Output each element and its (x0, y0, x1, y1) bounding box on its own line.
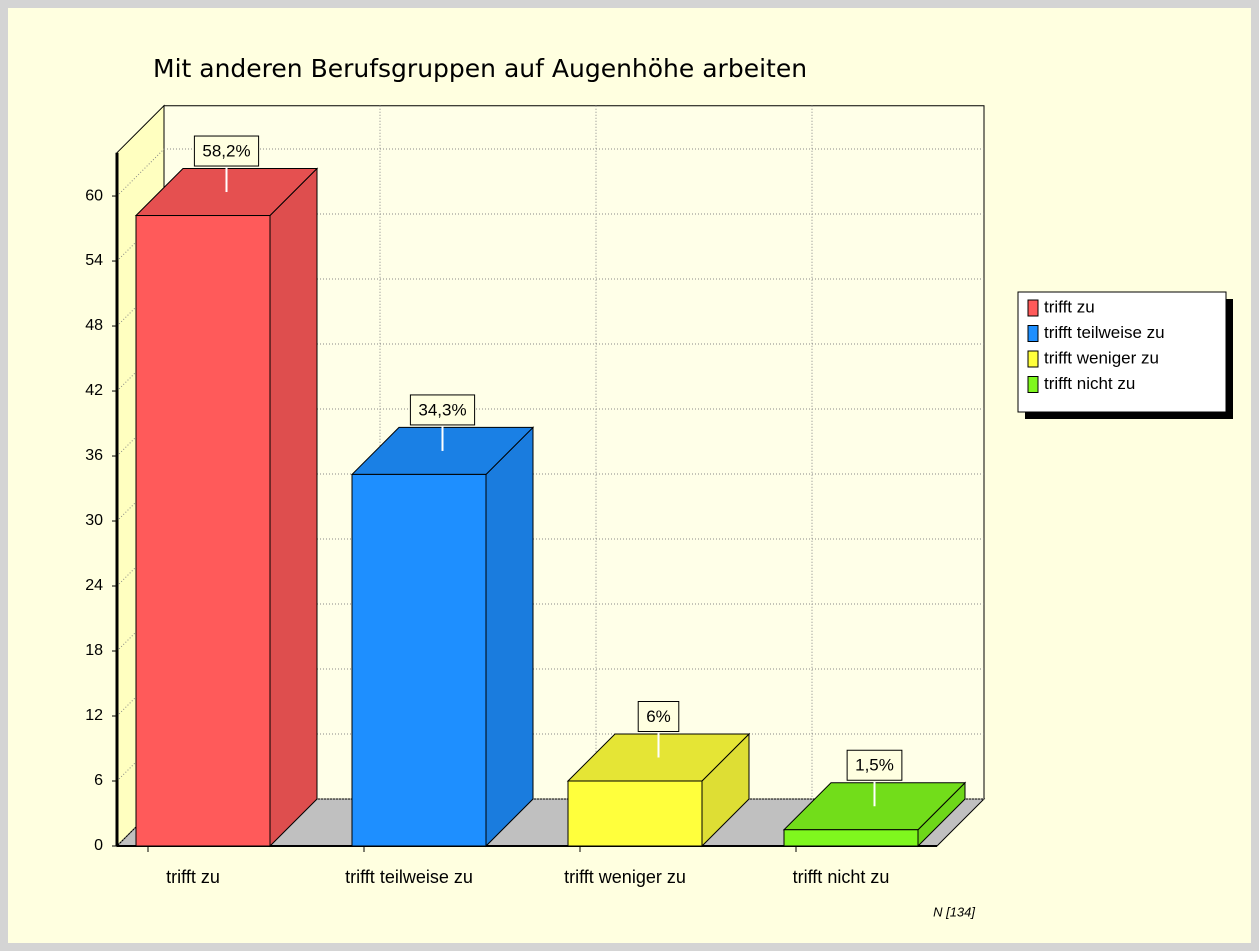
y-tick-label: 18 (85, 642, 103, 659)
value-label-box (846, 749, 903, 781)
y-tick-label: 60 (85, 187, 103, 204)
bar (567, 780, 703, 847)
bar-side-shade (702, 734, 749, 846)
legend-swatch (1027, 350, 1039, 368)
legend-label: trifft zu (1044, 297, 1095, 316)
y-tick-label: 30 (85, 512, 103, 529)
value-label-box (637, 701, 680, 733)
value-label: 1,5% (855, 756, 894, 775)
legend-label: trifft weniger zu (1044, 348, 1159, 367)
y-tick-label: 0 (94, 837, 103, 854)
bar-side-shade (270, 168, 317, 846)
value-label-box (409, 394, 476, 426)
annotation: N [134] (933, 904, 975, 919)
y-tick-label: 36 (85, 447, 103, 464)
y-tick-label: 12 (85, 707, 103, 724)
bar (351, 473, 487, 847)
legend (1017, 291, 1227, 413)
legend-swatch (1027, 299, 1039, 317)
bar-side-shade (918, 782, 965, 846)
y-tick-label: 54 (85, 252, 103, 269)
y-tick-label: 48 (85, 317, 103, 334)
x-tick-label: trifft weniger zu (564, 867, 686, 887)
x-tick-label: trifft nicht zu (793, 867, 890, 887)
y-tick-label: 42 (85, 382, 103, 399)
x-tick-label: trifft teilweise zu (345, 867, 473, 887)
bar (783, 829, 919, 847)
legend-label: trifft nicht zu (1044, 374, 1135, 393)
legend-label: trifft teilweise zu (1044, 323, 1165, 342)
legend-swatch (1027, 325, 1039, 342)
value-label: 58,2% (202, 142, 250, 161)
y-tick-label: 6 (94, 772, 103, 789)
x-tick-label: trifft zu (166, 867, 220, 887)
grid-line (116, 148, 165, 197)
value-label: 6% (646, 707, 671, 726)
chart-title: Mit anderen Berufsgruppen auf Augenhöhe … (153, 54, 807, 83)
legend-swatch (1027, 376, 1039, 393)
y-tick-label: 24 (85, 577, 103, 594)
value-label: 34,3% (418, 400, 466, 419)
value-label-box (193, 135, 260, 167)
bar (135, 215, 271, 847)
bar-side-shade (486, 427, 533, 846)
